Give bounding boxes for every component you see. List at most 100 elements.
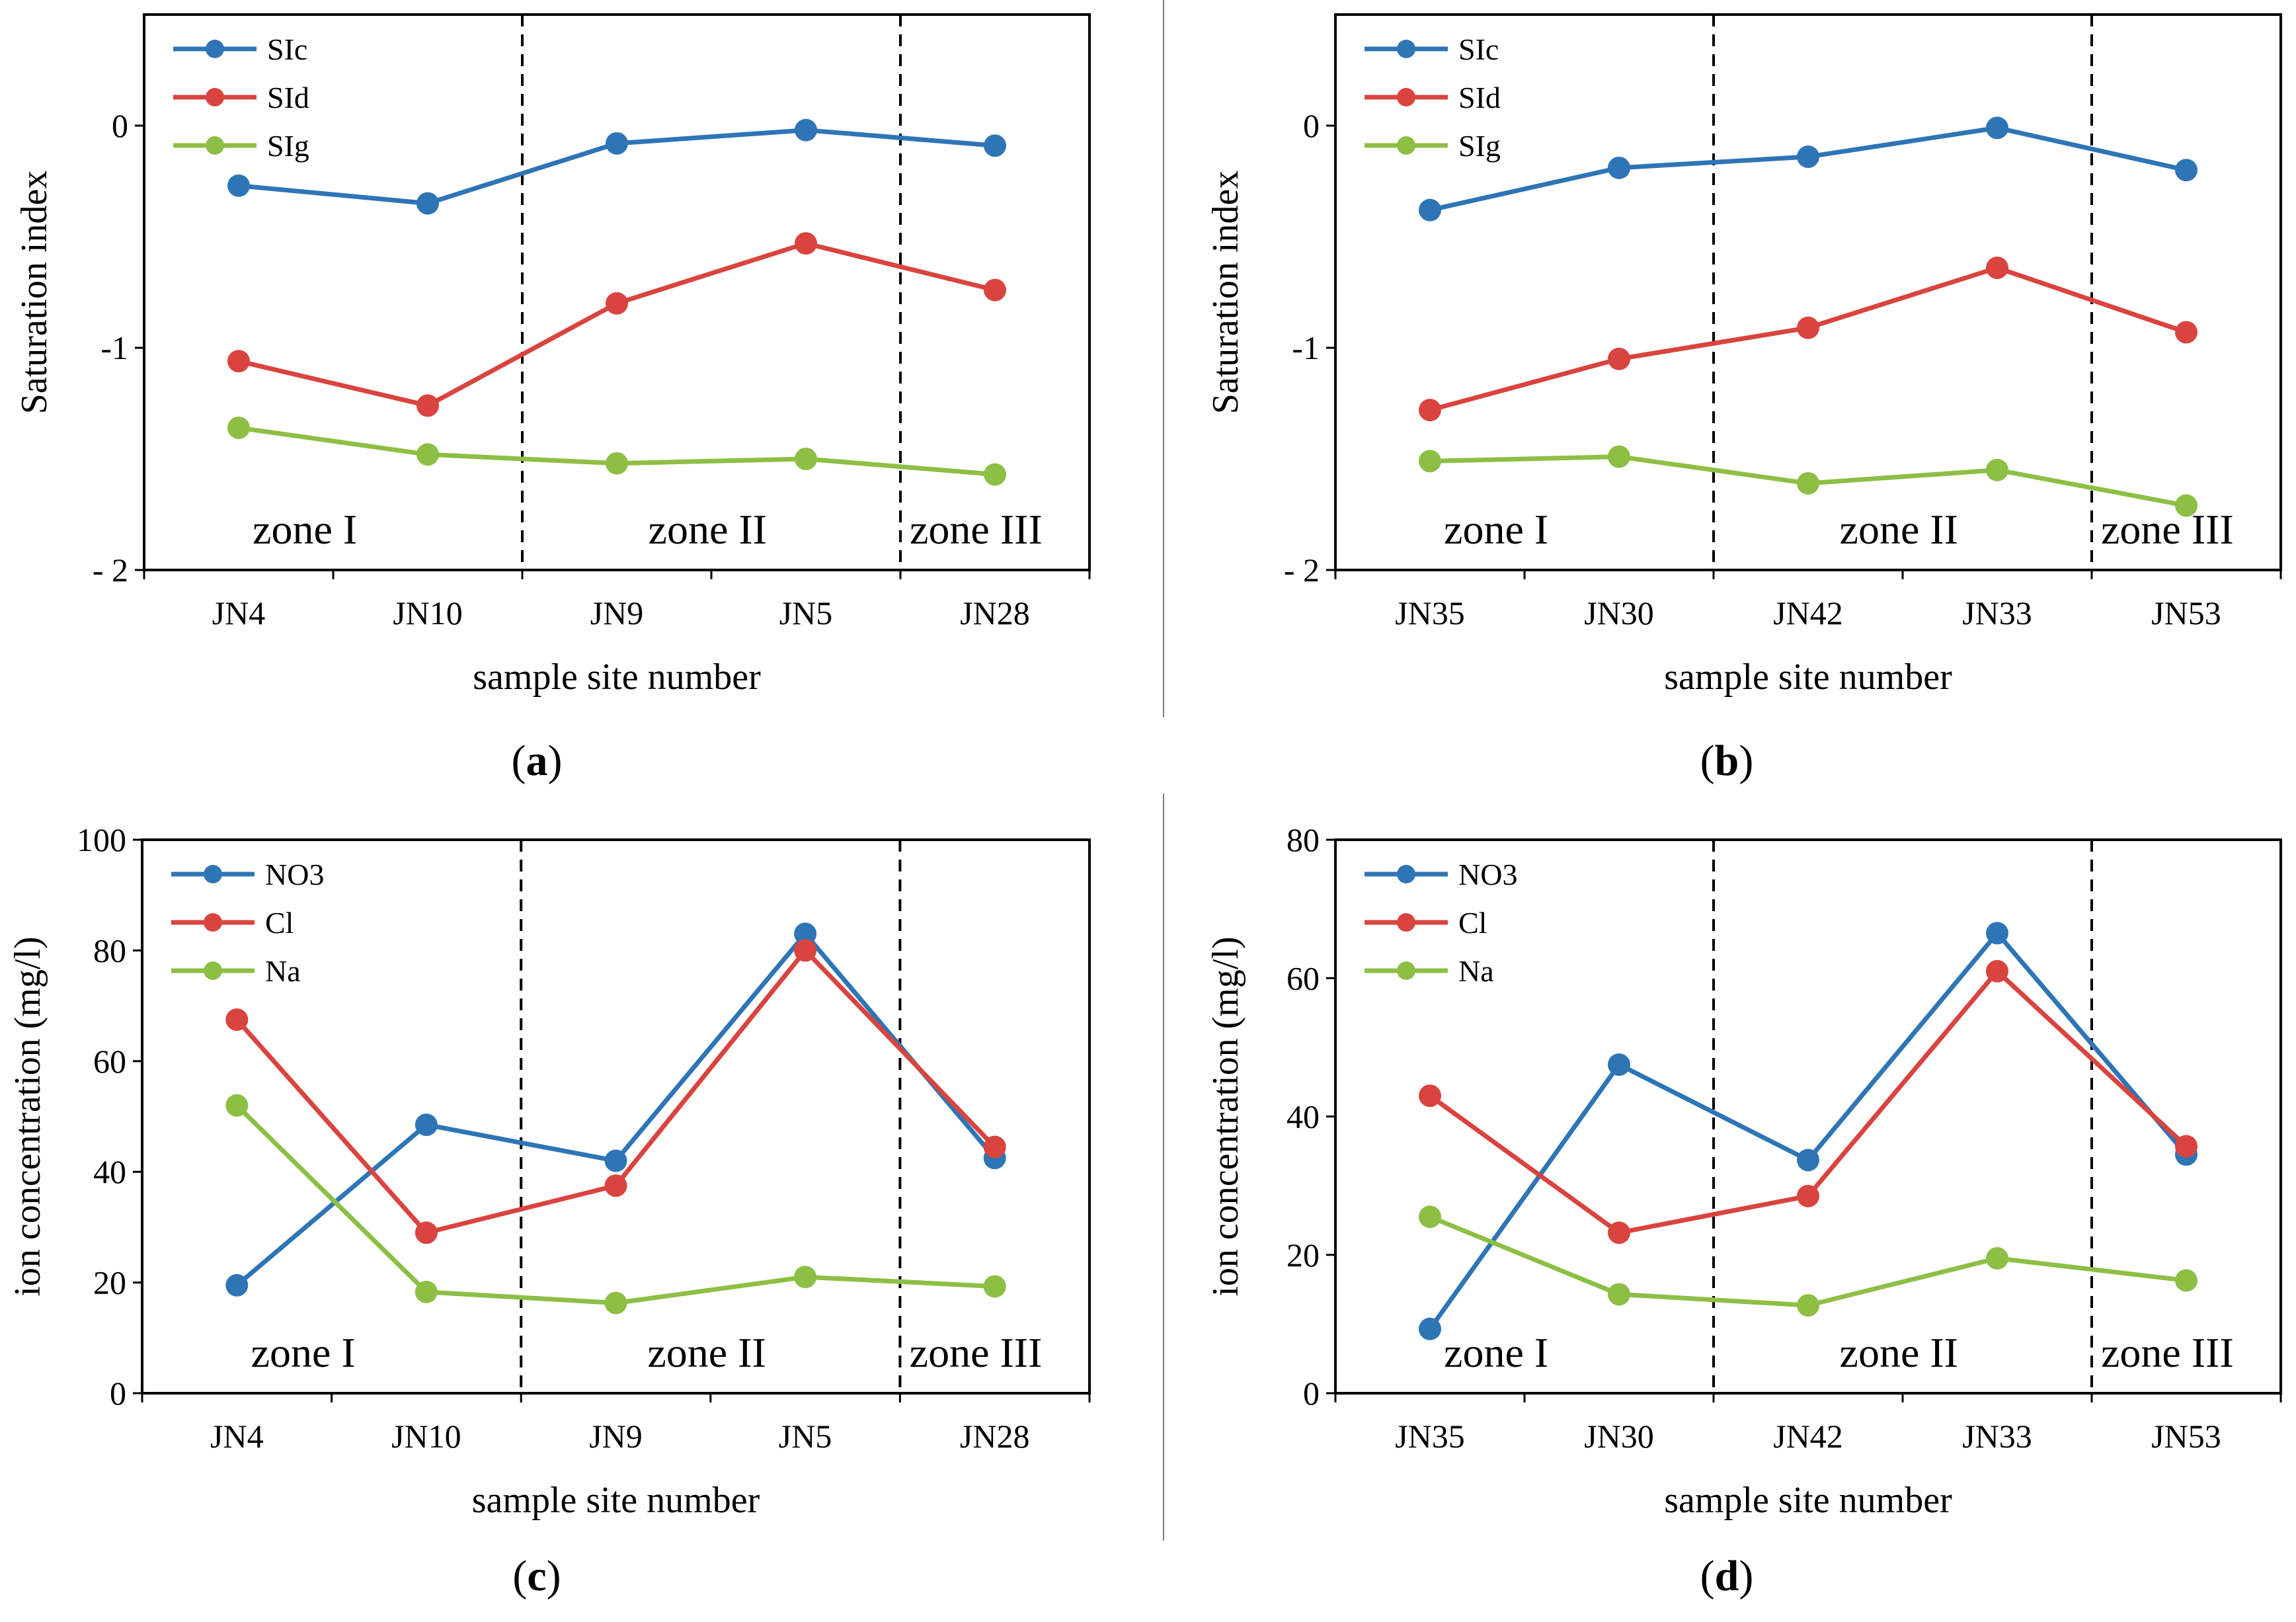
- data-point-na-jn28: [983, 1275, 1006, 1298]
- data-point-sid-jn35: [1419, 399, 1441, 422]
- legend-label-no3: NO3: [265, 858, 324, 891]
- zone-label-2: zone II: [647, 1329, 766, 1376]
- legend: SIc SId SIg: [1365, 32, 1501, 163]
- legend-label-na: Na: [1458, 954, 1494, 988]
- y-tick-label: -1: [100, 329, 128, 366]
- legend-swatch-marker: [1397, 136, 1415, 155]
- data-point-sig-jn28: [984, 463, 1006, 486]
- legend-swatch-marker: [206, 88, 224, 106]
- panel-caption-b: (b): [1700, 737, 1754, 785]
- legend-swatch-marker: [206, 136, 224, 155]
- legend-label-sig: SIg: [1458, 129, 1501, 163]
- legend-swatch-marker: [206, 40, 224, 58]
- zone-label-3: zone III: [910, 1329, 1043, 1376]
- series-line-no3: [1428, 929, 2188, 1330]
- series-line-na: [235, 1104, 995, 1306]
- legend-swatch-marker: [1397, 88, 1415, 106]
- legend-swatch-marker: [1397, 913, 1415, 932]
- legend-label-no3: NO3: [1458, 858, 1517, 891]
- legend-swatch-marker: [204, 961, 222, 980]
- x-tick-label-jn35: JN35: [1395, 1418, 1465, 1455]
- plot-frame: [1334, 13, 2282, 571]
- zone-label-1: zone I: [1444, 506, 1548, 553]
- legend-label-sig: SIg: [267, 129, 309, 163]
- zone-label-3: zone III: [910, 506, 1043, 553]
- data-point-cl-jn35: [1419, 1084, 1441, 1108]
- legend-label-sid: SId: [1458, 81, 1501, 114]
- zone-label-2: zone II: [1840, 1329, 1958, 1376]
- data-point-sid-jn42: [1797, 316, 1819, 339]
- x-tick-label-jn42: JN42: [1773, 1418, 1843, 1455]
- data-point-sid-jn4: [227, 350, 250, 373]
- data-point-no3-jn33: [1986, 922, 2008, 945]
- x-axis-title: sample site number: [1664, 1480, 1952, 1521]
- x-tick-label-jn10: JN10: [393, 594, 463, 631]
- x-tick-label-jn53: JN53: [2151, 1418, 2221, 1455]
- y-tick-label: 20: [93, 1264, 126, 1301]
- data-point-cl-jn10: [415, 1221, 438, 1244]
- x-tick-label-jn30: JN30: [1584, 594, 1654, 631]
- data-point-na-jn9: [604, 1291, 627, 1315]
- series-line-no3: [235, 930, 997, 1287]
- x-tick-label-jn5: JN5: [779, 594, 833, 631]
- x-tick-label-jn4: JN4: [210, 1418, 264, 1455]
- data-point-no3-jn42: [1797, 1149, 1819, 1172]
- data-point-cl-jn28: [983, 1135, 1006, 1158]
- legend-label-na: Na: [265, 954, 301, 988]
- data-point-sig-jn5: [795, 448, 817, 470]
- plot-frame: [141, 838, 1091, 1395]
- zone-label-3: zone III: [2101, 1329, 2234, 1376]
- data-point-no3-jn35: [1419, 1317, 1441, 1340]
- y-tick-label: 0: [1303, 1375, 1320, 1412]
- data-point-na-jn5: [794, 1266, 817, 1289]
- chart-panel-b: 0 -1 - 2 JN35 JN30 JN42 JN33 JN53 sample site nu…: [1205, 13, 2282, 785]
- x-tick-label-jn5: JN5: [779, 1418, 832, 1455]
- y-tick-label: 0: [112, 107, 128, 144]
- legend-label-cl: Cl: [265, 906, 294, 940]
- data-point-sic-jn35: [1419, 198, 1441, 222]
- data-point-sid-jn9: [606, 292, 628, 315]
- data-point-sic-jn30: [1608, 156, 1630, 179]
- data-point-na-jn30: [1608, 1283, 1630, 1306]
- chart-panel-d: 0 20 40 60 80 JN35 JN30 JN42 JN33 JN53 sample site…: [1205, 821, 2282, 1600]
- x-tick-label-jn33: JN33: [1962, 1418, 2032, 1455]
- y-axis-title: ion concentration (mg/l): [7, 936, 48, 1296]
- zone-label-1: zone I: [251, 1329, 356, 1376]
- y-axis-title: Saturation index: [1205, 171, 1246, 415]
- data-point-cl-jn30: [1608, 1221, 1630, 1244]
- y-tick-label: 60: [93, 1043, 126, 1080]
- legend-swatch-marker: [1397, 40, 1415, 58]
- series-line-sid: [238, 241, 996, 409]
- y-tick-label: 0: [110, 1375, 126, 1412]
- data-point-sic-jn28: [984, 134, 1006, 157]
- x-tick-label-jn35: JN35: [1395, 594, 1465, 631]
- data-point-no3-jn4: [225, 1274, 249, 1297]
- data-point-sid-jn28: [984, 278, 1006, 302]
- data-point-sig-jn33: [1986, 458, 2008, 481]
- x-tick-label-jn42: JN42: [1773, 594, 1843, 631]
- y-tick-label: 0: [1303, 107, 1320, 144]
- chart-panel-c: 0 20 40 60 80 100 JN4 JN10 JN9 JN5 JN28 sample site…: [7, 821, 1091, 1600]
- data-point-sig-jn53: [2175, 494, 2197, 517]
- legend-swatch-marker: [204, 913, 222, 932]
- chart-panel-a: 0 -1 - 2 JN4 JN10 JN9 JN5 JN28 sample site numbe…: [14, 13, 1091, 785]
- series-line-na: [1429, 1214, 2187, 1308]
- x-axis-title: sample site number: [1664, 657, 1952, 698]
- data-point-sic-jn10: [416, 192, 439, 215]
- y-tick-label: - 2: [1284, 551, 1320, 588]
- y-axis-title: ion concentration (mg/l): [1205, 936, 1246, 1296]
- data-point-sid-jn53: [2175, 321, 2197, 344]
- data-point-no3-jn10: [415, 1114, 438, 1137]
- data-point-sic-jn53: [2175, 159, 2197, 182]
- data-point-na-jn4: [225, 1094, 249, 1117]
- data-point-sic-jn9: [606, 132, 628, 155]
- zone-label-1: zone I: [1444, 1329, 1548, 1376]
- data-point-na-jn33: [1986, 1246, 2008, 1270]
- x-tick-label-jn30: JN30: [1584, 1418, 1654, 1455]
- data-point-sig-jn9: [606, 452, 628, 475]
- data-point-na-jn35: [1419, 1205, 1441, 1229]
- data-point-sic-jn33: [1986, 116, 2008, 140]
- y-tick-label: 80: [93, 932, 126, 969]
- data-point-sid-jn33: [1986, 257, 2008, 280]
